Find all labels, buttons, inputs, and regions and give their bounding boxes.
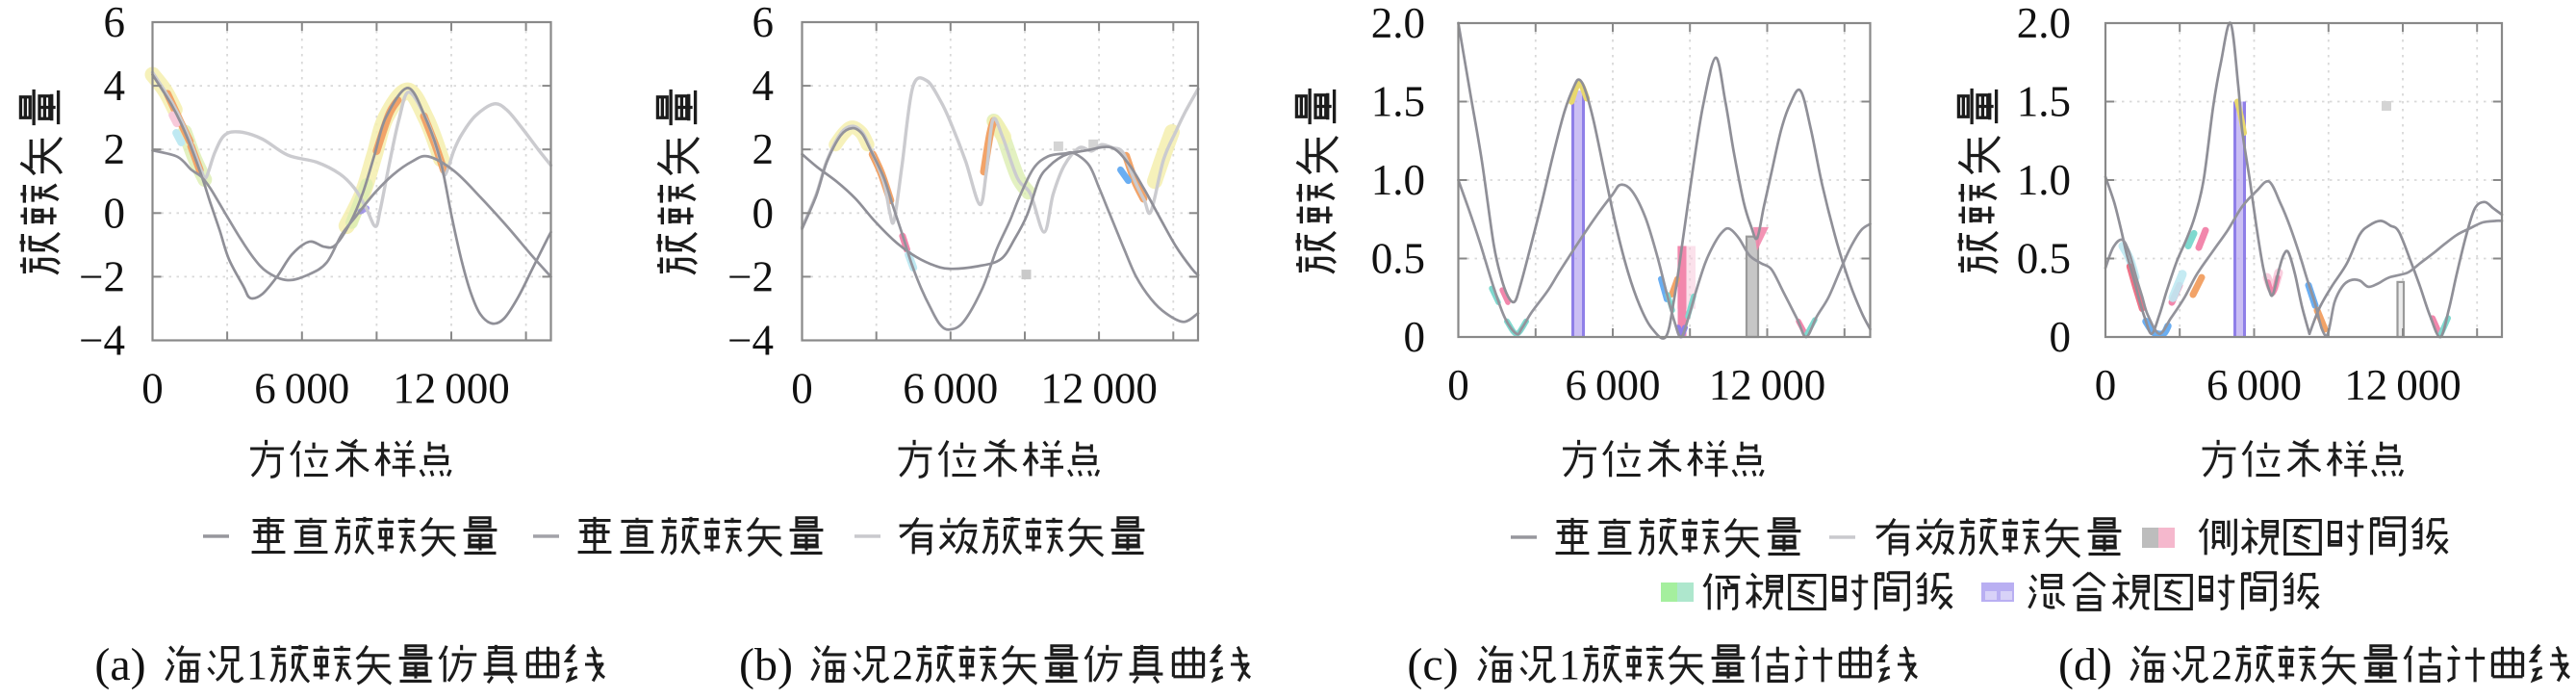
svg-text:−4: −4	[727, 317, 774, 365]
svg-text:1: 1	[246, 641, 268, 688]
svg-text:0: 0	[791, 365, 813, 413]
svg-text:6 000: 6 000	[903, 365, 998, 413]
svg-text:0: 0	[141, 365, 164, 413]
svg-text:6 000: 6 000	[2206, 361, 2302, 409]
svg-text:2: 2	[104, 125, 126, 173]
svg-text:−2: −2	[727, 252, 774, 300]
svg-text:6: 6	[752, 0, 775, 46]
svg-text:2: 2	[2211, 641, 2232, 688]
svg-text:2.0: 2.0	[1371, 0, 1425, 47]
svg-text:0: 0	[1404, 313, 1426, 361]
svg-text:4: 4	[752, 62, 775, 110]
svg-text:0: 0	[752, 189, 775, 237]
svg-text:1.0: 1.0	[1371, 156, 1425, 204]
svg-text:−4: −4	[79, 317, 125, 365]
svg-text:1.5: 1.5	[1371, 78, 1425, 126]
svg-text:(d): (d)	[2058, 639, 2112, 690]
svg-text:2: 2	[892, 641, 913, 688]
svg-text:−2: −2	[79, 252, 125, 300]
svg-text:0: 0	[2050, 313, 2072, 361]
svg-text:6 000: 6 000	[1565, 361, 1660, 409]
svg-text:0: 0	[104, 189, 126, 237]
svg-text:12 000: 12 000	[1040, 365, 1158, 413]
svg-text:4: 4	[104, 62, 126, 110]
svg-text:0: 0	[1447, 361, 1469, 409]
svg-text:6 000: 6 000	[254, 365, 349, 413]
svg-text:0.5: 0.5	[2017, 235, 2071, 283]
svg-text:2: 2	[752, 125, 775, 173]
svg-text:1.5: 1.5	[2017, 78, 2071, 126]
svg-text:2.0: 2.0	[2017, 0, 2071, 47]
svg-text:0: 0	[2095, 361, 2117, 409]
svg-text:12 000: 12 000	[1709, 361, 1826, 409]
svg-text:6: 6	[104, 0, 126, 46]
svg-text:(c): (c)	[1407, 639, 1458, 690]
svg-text:1: 1	[1559, 641, 1580, 688]
svg-text:0.5: 0.5	[1371, 235, 1425, 283]
svg-text:(a): (a)	[94, 639, 145, 690]
svg-text:1.0: 1.0	[2017, 156, 2071, 204]
svg-text:12 000: 12 000	[2344, 361, 2461, 409]
svg-text:(b): (b)	[739, 639, 793, 690]
svg-text:12 000: 12 000	[393, 365, 510, 413]
